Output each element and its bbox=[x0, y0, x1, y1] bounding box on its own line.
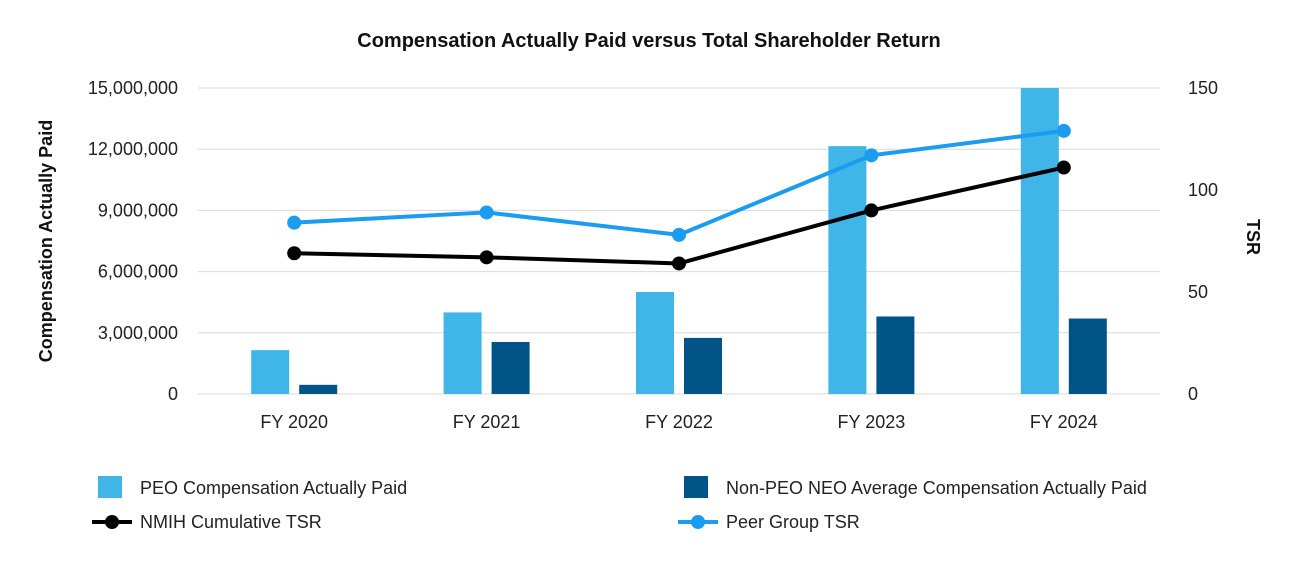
y-tick-label: 12,000,000 bbox=[88, 139, 178, 159]
bar bbox=[251, 350, 290, 394]
y2-axis-title: TSR bbox=[1243, 219, 1263, 255]
legend-label: NMIH Cumulative TSR bbox=[140, 512, 322, 532]
bar bbox=[299, 384, 338, 394]
x-tick-label: FY 2022 bbox=[645, 412, 713, 432]
series-point bbox=[479, 250, 494, 265]
right-axis-ticks: 0 50 100 150 bbox=[1188, 78, 1218, 404]
legend-marker bbox=[105, 515, 119, 529]
bar bbox=[636, 292, 674, 394]
bar bbox=[876, 316, 915, 394]
series-point bbox=[1056, 160, 1071, 175]
series-line bbox=[294, 128, 1065, 237]
x-axis-ticks: FY 2020 FY 2021 FY 2022 FY 2023 FY 2024 bbox=[260, 412, 1097, 432]
y-tick-label: 0 bbox=[168, 384, 178, 404]
bar bbox=[828, 146, 867, 394]
series-point bbox=[287, 215, 302, 230]
bar bbox=[443, 312, 482, 394]
y-tick-label: 3,000,000 bbox=[98, 323, 178, 343]
y2-tick-label: 150 bbox=[1188, 78, 1218, 98]
x-tick-label: FY 2024 bbox=[1030, 412, 1098, 432]
series-point bbox=[864, 148, 879, 163]
x-tick-label: FY 2023 bbox=[838, 412, 906, 432]
legend-marker bbox=[691, 515, 705, 529]
lines bbox=[287, 123, 1071, 271]
y2-tick-label: 50 bbox=[1188, 282, 1208, 302]
bars bbox=[251, 88, 1107, 394]
legend-label: Peer Group TSR bbox=[726, 512, 860, 532]
legend-label: PEO Compensation Actually Paid bbox=[140, 478, 407, 498]
bar bbox=[491, 341, 530, 394]
series-point bbox=[672, 227, 686, 242]
y-axis-title: Compensation Actually Paid bbox=[36, 120, 56, 362]
x-tick-label: FY 2020 bbox=[260, 412, 328, 432]
legend-label: Non-PEO NEO Average Compensation Actuall… bbox=[726, 478, 1147, 498]
series-point bbox=[287, 246, 302, 261]
series-point bbox=[672, 256, 686, 271]
y-tick-label: 9,000,000 bbox=[98, 200, 178, 220]
y-tick-label: 6,000,000 bbox=[98, 262, 178, 282]
bar bbox=[684, 337, 722, 394]
y2-tick-label: 100 bbox=[1188, 180, 1218, 200]
series-point bbox=[479, 205, 494, 220]
y2-tick-label: 0 bbox=[1188, 384, 1198, 404]
series-point bbox=[1056, 123, 1071, 138]
bar bbox=[1068, 318, 1107, 394]
x-tick-label: FY 2021 bbox=[453, 412, 521, 432]
chart-title: Compensation Actually Paid versus Total … bbox=[357, 30, 940, 52]
left-axis-ticks: 0 3,000,000 6,000,000 9,000,000 12,000,000 15… bbox=[88, 78, 178, 404]
bar bbox=[1020, 88, 1059, 394]
legend-swatch bbox=[98, 476, 122, 498]
series-point bbox=[864, 203, 879, 218]
y-tick-label: 15,000,000 bbox=[88, 78, 178, 98]
legend-swatch bbox=[684, 476, 708, 498]
legend: PEO Compensation Actually Paid Non-PEO NE… bbox=[92, 476, 1147, 532]
gridlines bbox=[198, 87, 1160, 395]
